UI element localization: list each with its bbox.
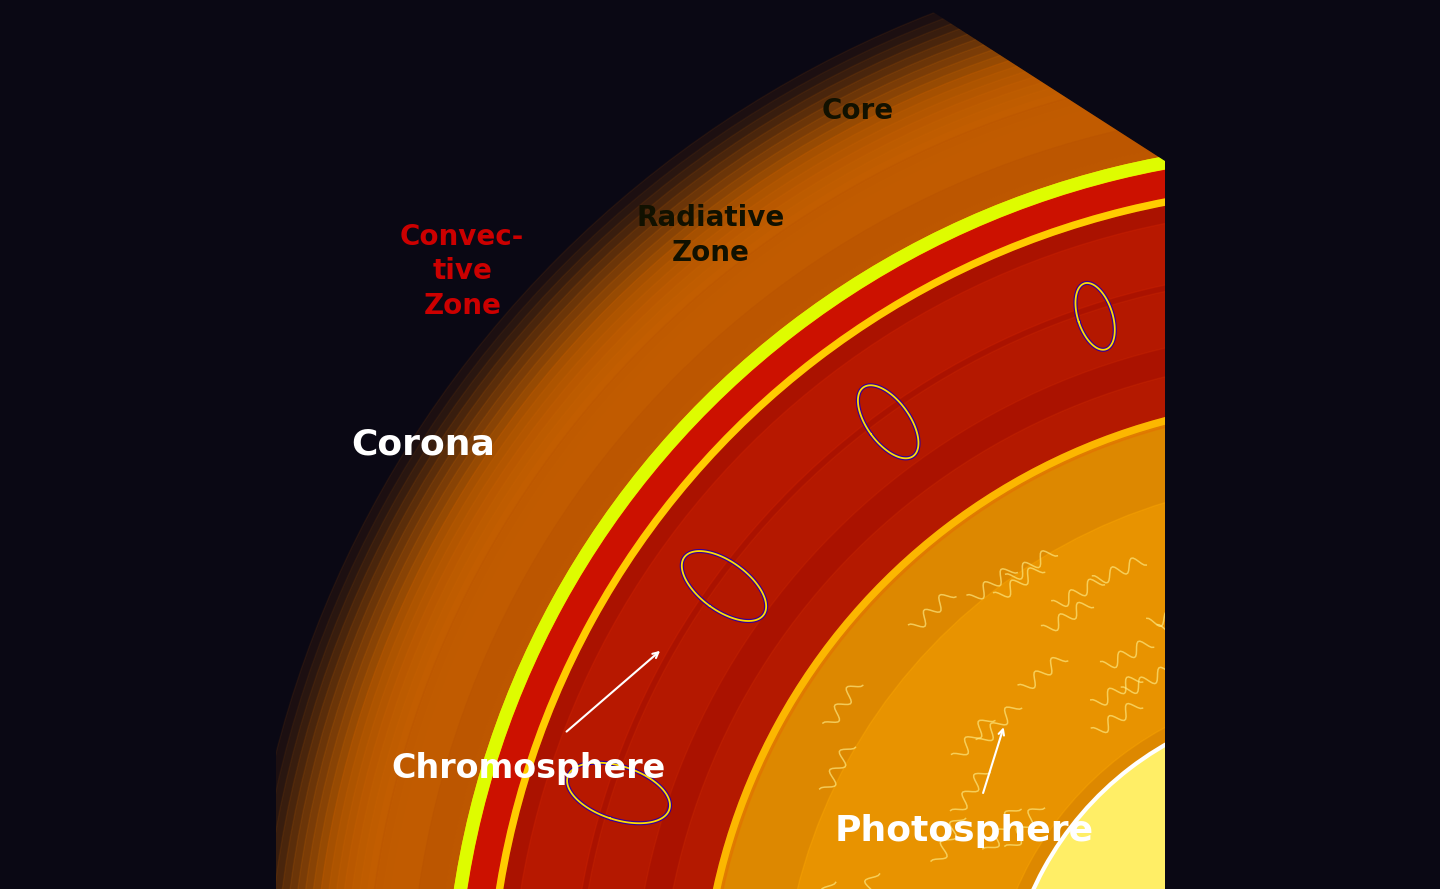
Wedge shape: [274, 0, 1440, 889]
Wedge shape: [397, 95, 1440, 889]
Circle shape: [242, 0, 1440, 889]
Wedge shape: [458, 156, 1440, 889]
Polygon shape: [916, 0, 1165, 160]
Wedge shape: [405, 102, 1440, 889]
Wedge shape: [510, 208, 1440, 889]
Wedge shape: [282, 0, 1440, 889]
Text: Radiative
Zone: Radiative Zone: [636, 204, 785, 267]
Text: Convec-
tive
Zone: Convec- tive Zone: [400, 222, 524, 320]
Polygon shape: [1325, 156, 1440, 889]
Wedge shape: [660, 357, 1440, 889]
Wedge shape: [780, 478, 1418, 889]
Wedge shape: [297, 0, 1440, 889]
Wedge shape: [412, 110, 1440, 889]
Wedge shape: [351, 49, 1440, 889]
Wedge shape: [312, 11, 1440, 889]
Text: Photosphere: Photosphere: [835, 814, 1094, 848]
Wedge shape: [343, 41, 1440, 889]
Wedge shape: [445, 142, 1440, 889]
Wedge shape: [374, 72, 1440, 889]
Circle shape: [409, 107, 1440, 889]
Text: Corona: Corona: [351, 428, 495, 461]
Wedge shape: [382, 79, 1440, 889]
Wedge shape: [436, 133, 1440, 889]
Wedge shape: [494, 191, 1440, 889]
Wedge shape: [428, 125, 1440, 889]
Wedge shape: [389, 87, 1440, 889]
Wedge shape: [445, 142, 1440, 889]
Wedge shape: [289, 0, 1440, 889]
Wedge shape: [251, 0, 1440, 889]
Wedge shape: [359, 56, 1440, 889]
Wedge shape: [328, 26, 1440, 889]
Wedge shape: [366, 64, 1440, 889]
Polygon shape: [1325, 156, 1440, 889]
Wedge shape: [305, 3, 1440, 889]
Wedge shape: [320, 18, 1440, 889]
Text: Chromosphere: Chromosphere: [392, 752, 665, 786]
Wedge shape: [576, 275, 1440, 889]
Text: Core: Core: [822, 97, 894, 125]
Circle shape: [312, 11, 1440, 889]
Circle shape: [366, 63, 1440, 889]
Wedge shape: [1005, 702, 1380, 889]
Wedge shape: [707, 404, 1431, 889]
Wedge shape: [420, 118, 1440, 889]
Wedge shape: [336, 33, 1440, 889]
Wedge shape: [266, 0, 1440, 889]
Wedge shape: [259, 0, 1440, 889]
